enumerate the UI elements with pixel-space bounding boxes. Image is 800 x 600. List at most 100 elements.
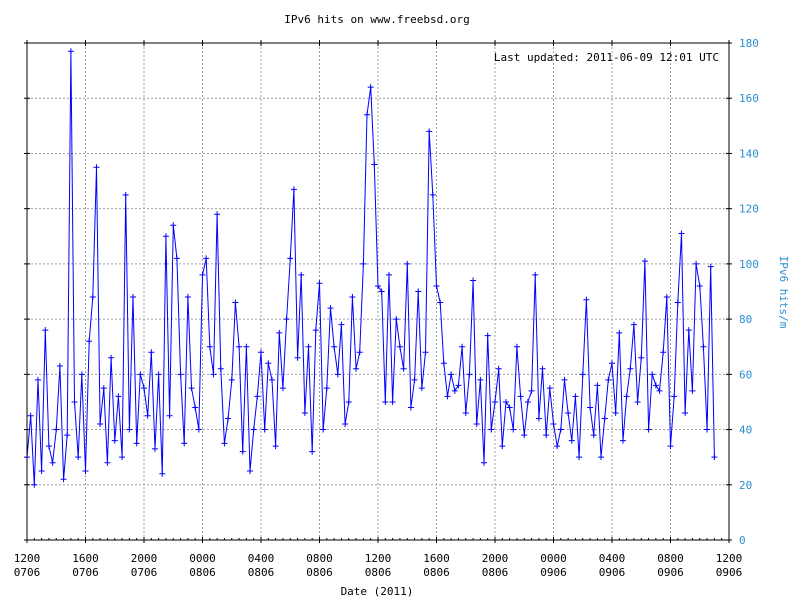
data-point	[371, 161, 378, 168]
data-point	[587, 404, 594, 411]
data-point	[477, 376, 484, 383]
data-point	[199, 271, 206, 278]
data-point	[693, 260, 700, 267]
data-point	[115, 393, 122, 400]
data-point	[210, 371, 217, 378]
data-point	[162, 233, 169, 240]
data-point	[349, 294, 356, 301]
data-point	[649, 371, 656, 378]
data-point	[345, 398, 352, 405]
data-point	[535, 415, 542, 422]
data-point	[27, 412, 34, 419]
data-point	[532, 271, 539, 278]
data-point	[71, 398, 78, 405]
data-point	[364, 111, 371, 118]
y-tick-label: 60	[739, 368, 752, 381]
data-point	[696, 282, 703, 289]
data-point	[133, 440, 140, 447]
data-point	[342, 421, 349, 428]
data-point	[34, 376, 41, 383]
x-tick-label-day: 0706	[72, 566, 99, 579]
data-point	[385, 271, 392, 278]
data-point	[616, 329, 623, 336]
data-point	[375, 282, 381, 289]
plot-border	[26, 42, 730, 541]
data-point	[276, 329, 283, 336]
data-point	[294, 354, 301, 361]
data-point	[422, 349, 429, 356]
x-axis-label: Date (2011)	[341, 585, 414, 598]
data-point	[470, 277, 477, 284]
data-point	[367, 84, 374, 91]
data-point	[181, 440, 188, 447]
data-point	[459, 343, 466, 350]
data-point	[203, 255, 210, 262]
data-point	[492, 398, 498, 405]
data-point	[433, 282, 440, 289]
data-point	[86, 338, 93, 345]
data-point	[627, 365, 634, 372]
data-point	[481, 459, 488, 466]
y-tick-label: 180	[739, 37, 759, 50]
data-point	[327, 305, 334, 312]
data-point	[404, 260, 411, 267]
data-point	[100, 385, 107, 392]
data-point	[638, 354, 645, 361]
y-tick-label: 0	[739, 534, 746, 547]
data-point	[583, 296, 590, 303]
data-point	[78, 371, 85, 378]
data-point	[141, 385, 147, 392]
data-point	[45, 443, 52, 450]
data-point	[254, 393, 261, 400]
x-tick-label-time: 1600	[72, 552, 99, 565]
data-point	[155, 371, 162, 378]
data-point	[663, 294, 670, 301]
x-tick-label-day: 0806	[248, 566, 275, 579]
data-point	[667, 443, 674, 450]
x-tick-label-time: 1200	[716, 552, 743, 565]
data-point	[31, 481, 38, 488]
x-tick-label-time: 1600	[423, 552, 450, 565]
data-point	[506, 404, 513, 411]
x-tick-label-time: 1200	[14, 552, 41, 565]
data-point	[557, 426, 564, 433]
data-point	[89, 294, 96, 301]
data-point	[440, 360, 447, 367]
data-point	[126, 426, 133, 433]
x-tick-label-time: 0800	[306, 552, 333, 565]
data-point	[510, 426, 517, 433]
data-point	[685, 327, 692, 334]
data-point	[521, 432, 528, 439]
data-point	[451, 387, 458, 394]
data-point	[353, 365, 360, 372]
data-point	[119, 454, 126, 461]
data-point	[38, 467, 45, 474]
data-point	[415, 288, 422, 295]
data-point	[338, 321, 345, 328]
data-point	[279, 385, 286, 392]
data-point	[334, 371, 341, 378]
x-tick-label-day: 0906	[599, 566, 626, 579]
data-point	[448, 371, 455, 378]
data-point	[356, 349, 363, 356]
data-point	[623, 393, 630, 400]
grid	[27, 43, 729, 540]
x-tick-label-time: 0000	[540, 552, 567, 565]
data-point	[166, 412, 173, 419]
data-point	[576, 454, 583, 461]
data-point	[82, 467, 89, 474]
data-point	[400, 365, 407, 372]
data-point	[601, 415, 608, 422]
series-line	[24, 48, 718, 488]
plot-frame	[24, 40, 732, 543]
y-tick-label: 100	[739, 258, 759, 271]
x-tick-label-time: 2000	[131, 552, 158, 565]
x-tick-label-time: 0000	[189, 552, 216, 565]
y-tick-label: 160	[739, 92, 759, 105]
data-point	[499, 443, 506, 450]
data-point	[488, 426, 495, 433]
data-point	[290, 186, 297, 193]
data-point	[192, 404, 199, 411]
x-tick-label-day: 0806	[189, 566, 216, 579]
data-point	[221, 440, 228, 447]
